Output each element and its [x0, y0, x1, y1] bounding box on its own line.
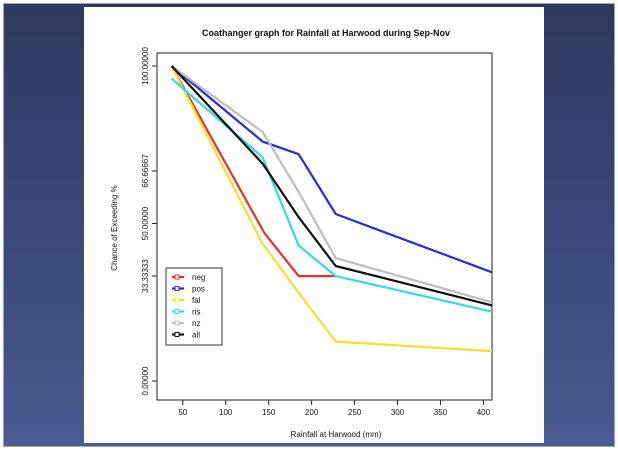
y-tick-label: 50.00000 [141, 206, 150, 240]
x-tick-label: 150 [262, 408, 276, 417]
y-tick-label: 66.66667 [141, 154, 150, 188]
legend: neg pos fal ris nz all [165, 267, 223, 346]
legend-marker-ris [174, 309, 180, 314]
y-axis-label: Chance of Exceeding % [110, 185, 119, 270]
legend-marker-fal [174, 297, 180, 303]
legend-marker-neg [174, 274, 180, 280]
legend-label-pos: pos [192, 285, 205, 294]
legend-label-neg: neg [192, 273, 205, 282]
chart-title: Coathanger graph for Rainfall at Harwood… [202, 28, 450, 38]
axes: 50 100 150 200 250 300 350 400 0.00000 33.33333 50… [141, 47, 491, 417]
y-tick-label: 100.00000 [141, 47, 150, 85]
legend-marker-nz [174, 320, 180, 326]
x-tick-label: 300 [391, 408, 405, 417]
legend-marker-all [174, 332, 180, 337]
series-line-nz [170, 65, 493, 304]
legend-label-ris: ris [192, 308, 200, 317]
series-layer [170, 65, 493, 353]
x-tick-label: 50 [178, 408, 187, 417]
x-tick-label: 200 [305, 408, 319, 417]
legend-label-fal: fal [192, 296, 201, 305]
x-tick-label: 400 [477, 408, 491, 417]
x-tick-label: 250 [348, 408, 362, 417]
series-line-neg [170, 65, 336, 278]
y-tick-label: 33.33333 [141, 259, 150, 293]
x-tick-label: 100 [219, 408, 233, 417]
legend-label-all: all [192, 331, 200, 340]
legend-marker-pos [174, 286, 180, 291]
y-tick-label: 0.00000 [141, 366, 150, 395]
series-line-all [170, 65, 493, 307]
plot-area-border [156, 52, 493, 401]
x-axis-label: Rainfall at Harwood (mm) [291, 430, 382, 439]
series-line-fal [170, 65, 493, 353]
x-tick-label: 350 [434, 408, 448, 417]
chart-panel [84, 7, 544, 443]
legend-label-nz: nz [192, 319, 200, 328]
series-line-pos [170, 65, 493, 274]
